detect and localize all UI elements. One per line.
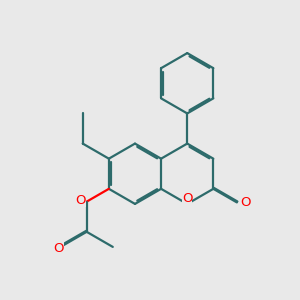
- Text: O: O: [53, 242, 64, 255]
- Text: O: O: [75, 194, 86, 207]
- Text: O: O: [241, 196, 251, 209]
- Text: O: O: [182, 192, 193, 205]
